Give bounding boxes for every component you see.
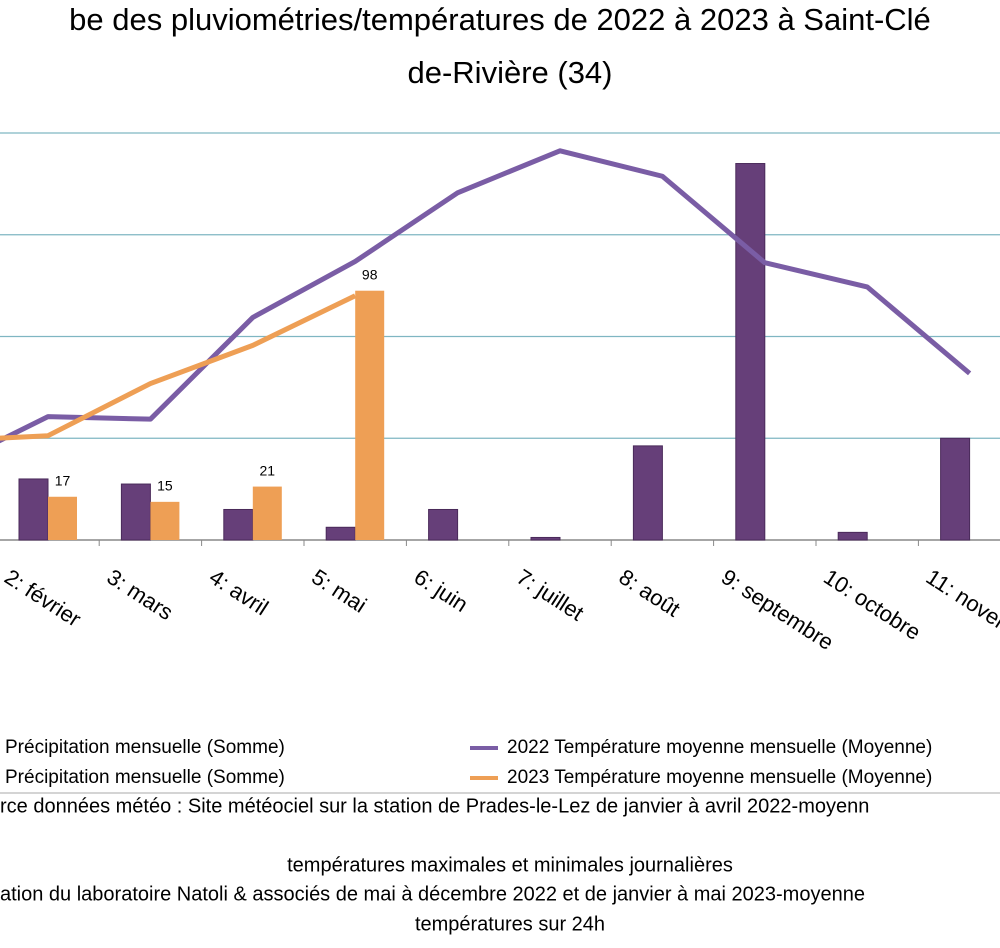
legend-label: Précipitation mensuelle (Somme)	[5, 767, 285, 788]
source-note: ation du laboratoire Natoli & associés d…	[0, 883, 865, 905]
bar	[18, 478, 49, 541]
x-tick-label: 7: juillet	[512, 564, 588, 626]
bar	[120, 483, 151, 541]
x-tick-label: 9: septembre	[717, 564, 838, 655]
data-label: 98	[362, 266, 378, 282]
line	[0, 293, 357, 441]
legend-label: 2023 Température moyenne mensuelle (Moye…	[507, 767, 932, 788]
bar	[48, 496, 77, 540]
data-label: 21	[260, 462, 276, 478]
bar	[355, 290, 385, 540]
bar	[530, 536, 561, 541]
bar	[735, 163, 766, 541]
bar	[223, 508, 254, 541]
bar	[632, 445, 663, 541]
bar	[428, 508, 459, 541]
line	[0, 148, 972, 444]
source-note: températures maximales et minimales jour…	[287, 854, 733, 876]
x-tick-label: 3: mars	[103, 564, 178, 625]
bar	[252, 486, 282, 540]
x-tick-label: 4: avril	[205, 564, 273, 620]
chart-title: de-Rivière (34)	[407, 55, 612, 90]
bar	[940, 437, 971, 541]
source-note: rce données météo : Site météociel sur l…	[0, 795, 869, 817]
bar	[150, 501, 180, 540]
chart-title: be des pluviométries/températures de 202…	[69, 2, 931, 37]
legend-label: 2022 Température moyenne mensuelle (Moye…	[507, 737, 932, 758]
bar	[837, 531, 868, 541]
x-tick-label: 11: novem	[922, 564, 1000, 640]
x-tick-label: 5: mai	[307, 564, 371, 618]
data-label: 17	[55, 472, 71, 488]
x-tick-label: 8: août	[615, 564, 685, 622]
x-tick-label: 2: février	[0, 564, 85, 632]
data-label: 15	[157, 478, 173, 494]
source-note: températures sur 24h	[415, 913, 605, 935]
legend-label: Précipitation mensuelle (Somme)	[5, 737, 285, 758]
x-tick-label: 6: juin	[410, 564, 473, 617]
bar	[325, 526, 356, 541]
